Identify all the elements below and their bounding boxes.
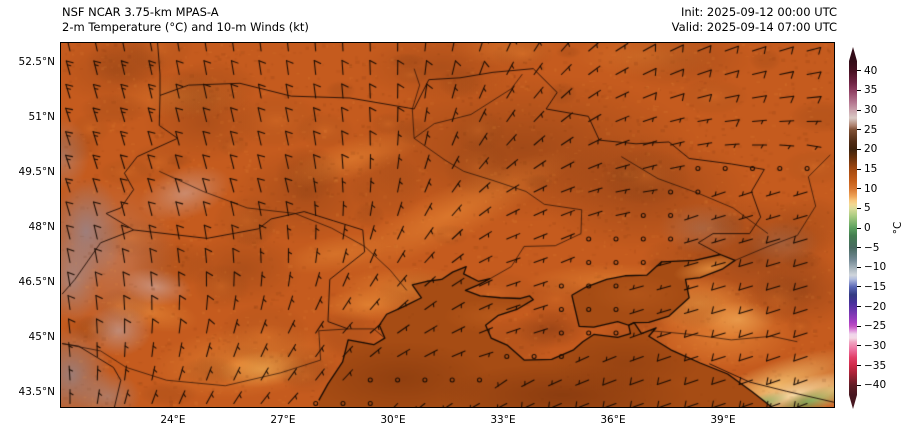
- colorbar-tick-mark: [857, 365, 861, 367]
- colorbar-tick-mark: [857, 148, 861, 150]
- colorbar-tick-label: 35: [864, 84, 878, 97]
- colorbar-tick-mark: [857, 70, 861, 72]
- colorbar-tick-label: −35: [864, 359, 887, 372]
- colorbar-tick-label: 0: [864, 222, 871, 234]
- colorbar-tick-label: 5: [864, 202, 871, 215]
- colorbar-tick-mark: [857, 207, 861, 209]
- valid-time: Valid: 2025-09-14 07:00 UTC: [671, 20, 837, 34]
- y-tick-label: 43.5°N: [18, 386, 55, 399]
- colorbar-unit-label: °C: [892, 221, 904, 235]
- colorbar-tick-label: −5: [864, 241, 880, 254]
- title-line-1: NSF NCAR 3.75-km MPAS-A: [62, 5, 219, 19]
- colorbar-tick-mark: [857, 109, 861, 111]
- colorbar-under-arrow: [849, 395, 857, 409]
- temperature-colorbar: 40 35 30 25 20 15 10 5 0 −5 −10 −15 −20 −25 −30 −35 −40 …: [849, 47, 921, 413]
- colorbar-tick-label: 20: [864, 143, 878, 156]
- colorbar-tick-label: −25: [864, 320, 887, 333]
- colorbar-tick-mark: [857, 384, 861, 386]
- colorbar-tick-mark: [857, 266, 861, 268]
- y-tick-label: 51°N: [28, 111, 55, 124]
- title-line-2: 2-m Temperature (°C) and 10-m Winds (kt): [62, 20, 309, 34]
- y-tick-label: 49.5°N: [18, 166, 55, 179]
- colorbar-tick-mark: [857, 168, 861, 170]
- colorbar-tick-mark: [857, 345, 861, 347]
- colorbar-over-arrow: [849, 47, 857, 61]
- temperature-wind-map: [61, 43, 834, 407]
- colorbar-tick-mark: [857, 89, 861, 91]
- run-info: Init: 2025-09-12 00:00 UTC Valid: 2025-0…: [672, 5, 837, 35]
- colorbar-tick-mark: [857, 286, 861, 288]
- x-tick-label: 27°E: [270, 414, 296, 426]
- colorbar-tick-label: 40: [864, 64, 878, 77]
- colorbar-tick-mark: [857, 188, 861, 190]
- x-tick-label: 30°E: [380, 414, 406, 426]
- colorbar-tick-mark: [857, 306, 861, 308]
- x-tick-label: 24°E: [160, 414, 186, 426]
- y-tick-label: 48°N: [28, 221, 55, 234]
- init-time: Init: 2025-09-12 00:00 UTC: [681, 5, 837, 19]
- colorbar-tick-label: −10: [864, 261, 887, 274]
- colorbar-tick-mark: [857, 247, 861, 249]
- colorbar-tick-label: 30: [864, 104, 878, 117]
- x-tick-label: 33°E: [490, 414, 516, 426]
- colorbar-tick-label: −30: [864, 339, 887, 352]
- colorbar-tick-mark: [857, 325, 861, 327]
- y-tick-label: 45°N: [28, 331, 55, 344]
- colorbar-tick-label: −40: [864, 379, 887, 392]
- figure-title: NSF NCAR 3.75-km MPAS-A 2-m Temperature …: [62, 5, 309, 35]
- x-tick-label: 36°E: [600, 414, 626, 426]
- colorbar-tick-label: 15: [864, 163, 878, 176]
- colorbar-tick-label: 25: [864, 123, 878, 136]
- colorbar-tick-label: 10: [864, 182, 878, 195]
- colorbar-gradient: [849, 61, 857, 395]
- y-tick-label: 52.5°N: [18, 56, 55, 69]
- y-tick-label: 46.5°N: [18, 276, 55, 289]
- colorbar-tick-mark: [857, 227, 861, 229]
- colorbar-tick-label: −20: [864, 300, 887, 313]
- x-tick-label: 39°E: [710, 414, 736, 426]
- map-panel: [60, 42, 835, 408]
- colorbar-tick-mark: [857, 129, 861, 131]
- colorbar-tick-label: −15: [864, 280, 887, 293]
